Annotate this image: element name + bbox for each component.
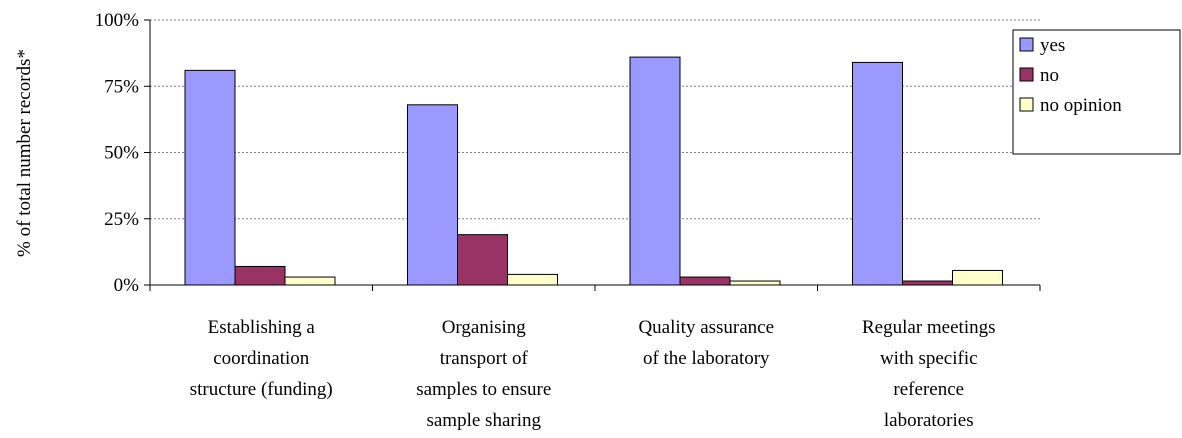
y-tick-label: 100%	[95, 10, 140, 31]
x-category-label: with specific	[880, 348, 978, 369]
y-tick-labels: 0% 25% 50% 75% 100%	[95, 10, 140, 296]
x-category-label: transport of	[440, 348, 529, 369]
x-category-label: structure (funding)	[190, 379, 333, 400]
bar-yes	[852, 61, 903, 286]
legend-label: no	[1040, 65, 1059, 86]
x-category-label: Organising	[442, 317, 527, 338]
legend-swatch	[1019, 97, 1034, 112]
x-category-label: Establishing a	[208, 317, 316, 338]
bars	[184, 56, 1003, 286]
x-category-labels: Establishing a coordination structure (fun…	[190, 317, 996, 431]
y-tick-label: 50%	[104, 143, 139, 164]
bar-no	[902, 280, 953, 286]
bar-no	[679, 276, 731, 286]
bar-no-opinion	[507, 273, 558, 286]
x-category-label: laboratories	[884, 410, 974, 431]
y-tick-label: 75%	[104, 76, 139, 97]
bar-yes	[629, 56, 681, 286]
bar-no-opinion	[952, 269, 1003, 286]
x-category-label: sample sharing	[426, 410, 541, 431]
y-axis-title: % of total number records*	[14, 49, 35, 257]
bar-no-opinion	[729, 280, 781, 286]
x-category-label: Regular meetings	[862, 317, 996, 338]
legend-swatch	[1019, 37, 1034, 52]
bar-yes	[184, 69, 236, 286]
bar-no-opinion	[284, 276, 336, 286]
x-category-label: Quality assurance	[638, 317, 774, 338]
x-category-label: reference	[893, 379, 964, 400]
legend: yes no no opinion	[1012, 29, 1181, 155]
bar-no	[234, 265, 286, 286]
x-category-label: of the laboratory	[643, 348, 770, 369]
axes	[144, 19, 1041, 291]
legend-label: yes	[1040, 35, 1065, 56]
bar-no	[457, 234, 508, 286]
legend-label: no opinion	[1040, 95, 1122, 116]
x-category-label: coordination	[213, 348, 310, 369]
gridlines	[150, 19, 1040, 220]
bar-yes	[407, 104, 458, 286]
legend-swatch	[1019, 67, 1034, 82]
y-tick-label: 0%	[114, 275, 140, 296]
x-category-label: samples to ensure	[416, 379, 551, 400]
y-tick-label: 25%	[104, 209, 139, 230]
legend-box	[1012, 29, 1181, 155]
